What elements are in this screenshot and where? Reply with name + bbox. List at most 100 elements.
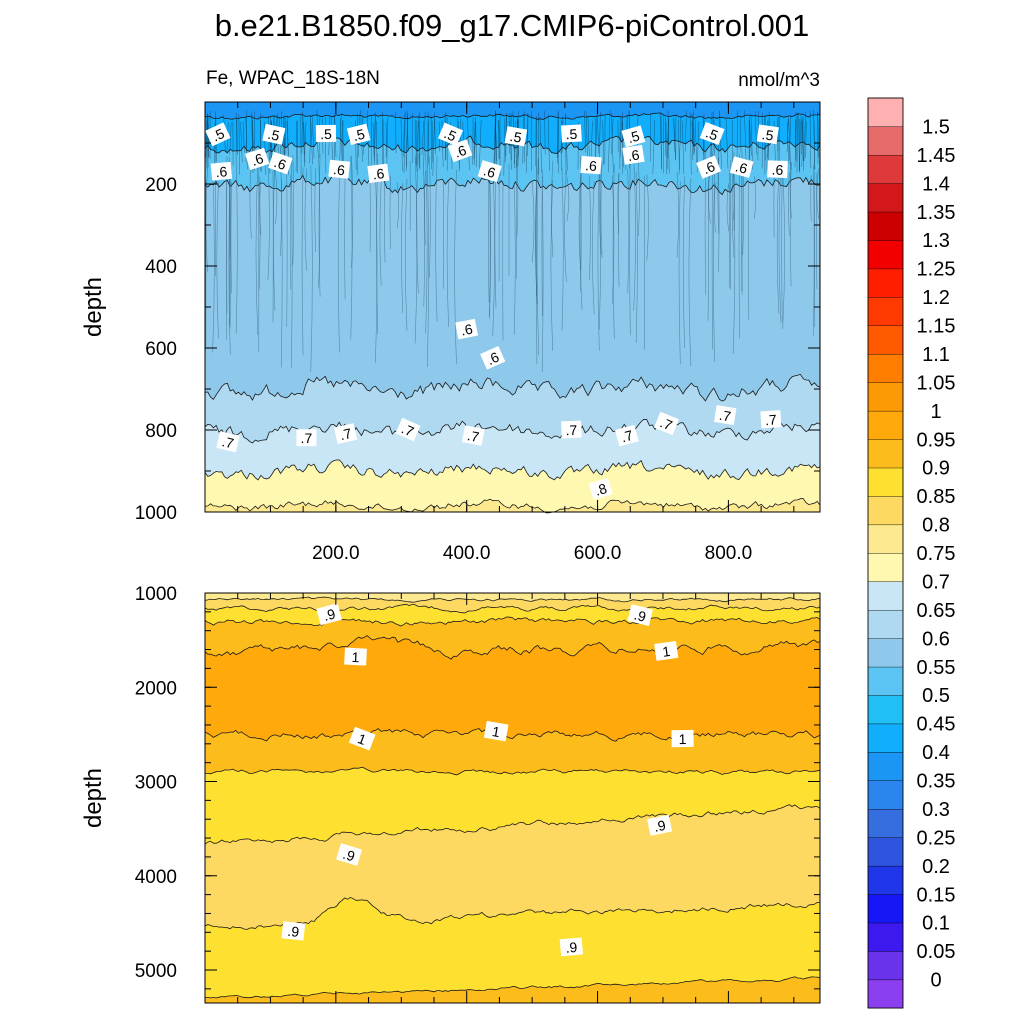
contour-label-box (336, 843, 363, 866)
contour-streak (318, 153, 321, 297)
contour-label-box (477, 160, 502, 183)
contour-streak (786, 122, 790, 164)
contour-label-text: .7 (565, 422, 577, 438)
contour-label-text: .6 (332, 161, 345, 178)
contour-streak (611, 175, 615, 304)
contour-streak (557, 112, 559, 164)
contour-streak (212, 166, 215, 353)
contour-streak (229, 121, 232, 155)
colorbar-swatch (867, 410, 904, 440)
colorbar-swatch (867, 581, 904, 611)
colorbar-label: 0 (930, 970, 941, 992)
contour-streak (611, 118, 614, 155)
x-tick-label: 800.0 (705, 543, 753, 564)
colorbar-swatch (867, 723, 904, 753)
contour-label-text: .7 (220, 433, 235, 451)
contour-label: .6 (622, 144, 645, 165)
colorbar-label: 1.35 (917, 202, 956, 224)
contour-streak (749, 116, 752, 156)
contour-streak (401, 183, 404, 313)
contour-streak (744, 110, 747, 167)
contour-label: .6 (580, 155, 602, 175)
contour-streak (375, 169, 378, 364)
contour-label-text: .7 (765, 411, 778, 428)
contour-label-text: .6 (249, 150, 265, 169)
y-tick-label: 600 (145, 339, 177, 360)
contour-label-box (699, 122, 725, 146)
contour-label: .9 (336, 843, 363, 866)
contour-label-box (455, 318, 479, 340)
contour-streak (801, 116, 804, 168)
contour-streak (372, 122, 375, 161)
contour-streak (739, 118, 742, 153)
contour-label-box (210, 161, 233, 181)
y-tick-label: 5000 (135, 961, 177, 982)
contour-streak (596, 110, 600, 154)
contour-streak (782, 170, 785, 329)
contour-label-text: .8 (593, 480, 609, 499)
contour-streak (474, 122, 476, 165)
contour-streak (612, 164, 615, 340)
contour-label-box (480, 346, 506, 370)
contour-label-box (504, 126, 528, 147)
contour-streak (473, 121, 476, 160)
x-tick-label: 200.0 (312, 543, 360, 564)
contour-streak (781, 169, 783, 322)
contour-streak (662, 115, 665, 174)
contour-streak (416, 153, 419, 294)
contour-streak (664, 117, 666, 156)
colorbar-swatch (867, 609, 904, 639)
contour-label: .6 (480, 346, 506, 370)
contour-streak (235, 154, 238, 334)
contour-streak (429, 156, 431, 278)
contour-label: .9 (647, 814, 673, 836)
contour-streak (778, 116, 781, 167)
contour-streak (379, 179, 382, 286)
contour-streak (258, 176, 261, 290)
contour-label-text: .9 (652, 817, 667, 835)
contour-label-box (333, 423, 358, 445)
contour-streak (801, 119, 805, 162)
contour-streak (799, 113, 802, 172)
contour-label-text: .7 (718, 407, 732, 425)
contour-line (204, 173, 821, 196)
contour-streak (284, 115, 287, 155)
colorbar-label: 1.5 (922, 116, 950, 138)
contour-line (204, 616, 821, 627)
contour-label-text: .5 (565, 126, 578, 143)
contour-label-text: 1 (351, 649, 360, 665)
contour-label: .6 (696, 155, 722, 179)
x-tick-label: 400.0 (443, 543, 491, 564)
contour-label-box (615, 424, 639, 447)
colorbar-label: 1.1 (922, 344, 950, 366)
contour-streak (816, 168, 819, 220)
contour-streak (805, 120, 807, 159)
contour-label-box (588, 477, 613, 500)
contour-streak (676, 171, 679, 258)
contour-label: .5 (437, 122, 464, 147)
colorbar-swatch (867, 751, 904, 781)
contour-streak (386, 117, 388, 173)
contour-streak (736, 110, 738, 165)
contour-streak (557, 120, 559, 173)
y-tick-label: 4000 (135, 867, 177, 888)
contour-label-text: .9 (322, 605, 338, 624)
colorbar-label: 1.3 (922, 230, 950, 252)
colorbar-swatch (867, 495, 904, 526)
contour-streak (516, 154, 519, 236)
contour-streak (275, 172, 278, 224)
contour-line (204, 373, 821, 402)
contour-streak (301, 167, 304, 356)
colorbar-label: 1.05 (917, 372, 956, 394)
contour-streak (531, 181, 535, 263)
contour-label-text: .9 (287, 923, 300, 940)
contour-label-text: .7 (301, 430, 313, 446)
contour-streak (292, 154, 294, 265)
colorbar-label: 0.35 (917, 771, 956, 793)
contour-streak (403, 111, 406, 173)
contour-streak (432, 118, 435, 176)
contour-label: .6 (447, 139, 473, 163)
contour-label-box (328, 159, 350, 179)
contour-label-text: 1 (491, 723, 502, 740)
contour-label-text: .5 (351, 126, 366, 144)
